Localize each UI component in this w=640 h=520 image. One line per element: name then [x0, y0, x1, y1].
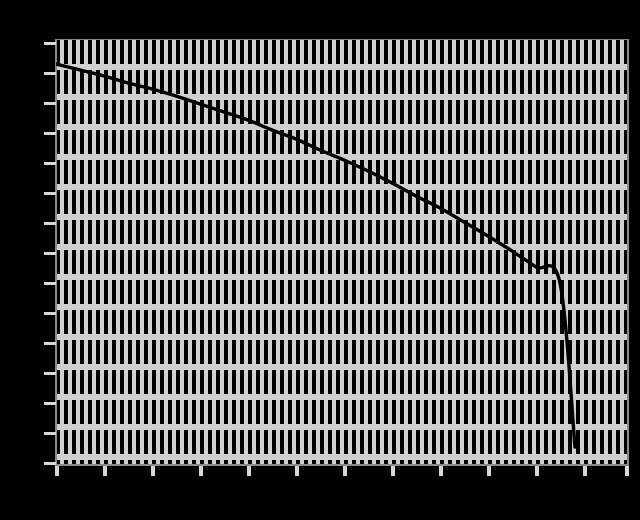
x-tick: [439, 466, 443, 476]
axis-spine-bottom: [55, 464, 629, 466]
plot-hatch-pattern: [56, 40, 628, 465]
y-tick: [44, 342, 56, 345]
x-axis-ticks: [55, 466, 629, 476]
x-tick: [247, 466, 251, 476]
y-tick: [44, 312, 56, 315]
x-tick: [535, 466, 539, 476]
y-tick: [44, 72, 56, 75]
x-tick: [199, 466, 203, 476]
x-tick: [151, 466, 155, 476]
y-tick: [44, 282, 56, 285]
x-tick: [343, 466, 347, 476]
data-series-curve: [56, 62, 577, 449]
x-tick: [55, 466, 59, 476]
y-tick: [44, 132, 56, 135]
x-tick: [625, 466, 629, 476]
y-axis-ticks: [44, 42, 56, 465]
y-tick: [44, 252, 56, 255]
x-tick: [295, 466, 299, 476]
y-tick: [44, 42, 56, 45]
y-tick: [44, 222, 56, 225]
x-tick: [583, 466, 587, 476]
y-tick: [44, 162, 56, 165]
y-tick: [44, 102, 56, 105]
y-tick: [44, 372, 56, 375]
axis-spine-top: [55, 39, 629, 40]
x-tick: [103, 466, 107, 476]
x-tick: [391, 466, 395, 476]
y-tick: [44, 402, 56, 405]
y-tick: [44, 462, 56, 465]
y-tick: [44, 192, 56, 195]
y-tick: [44, 432, 56, 435]
axis-spine-right: [627, 40, 629, 466]
x-tick: [487, 466, 491, 476]
